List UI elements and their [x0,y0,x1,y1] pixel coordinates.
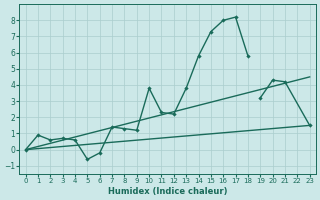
X-axis label: Humidex (Indice chaleur): Humidex (Indice chaleur) [108,187,228,196]
